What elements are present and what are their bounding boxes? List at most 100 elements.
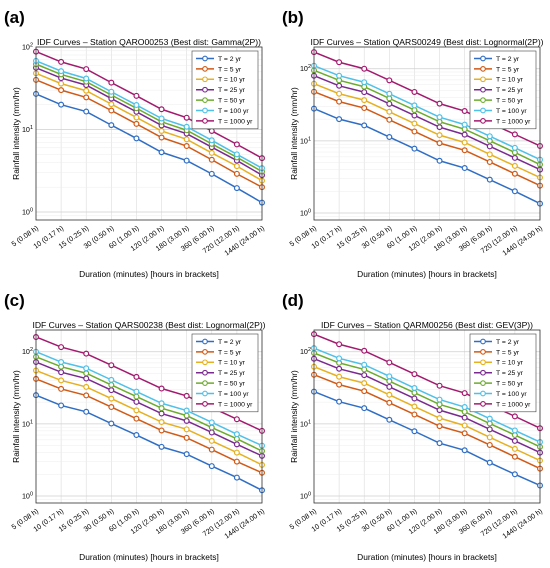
legend-label: T = 25 yr [218, 87, 246, 94]
data-point [411, 389, 418, 396]
legend-marker [480, 390, 486, 397]
legend-item: T = 1000 yr [196, 401, 253, 408]
data-point [361, 79, 368, 86]
data-point [336, 341, 343, 348]
data-point [158, 134, 165, 141]
legend-label: T = 1000 yr [496, 118, 531, 125]
data-point [83, 375, 90, 382]
data-point [233, 458, 240, 465]
series-line [313, 83, 541, 179]
data-point [208, 429, 215, 436]
data-point [386, 100, 393, 107]
series-line [313, 390, 541, 487]
data-point [233, 416, 240, 423]
data-point [83, 94, 90, 101]
chart-title: IDF Curves – Station QARM00256 (Best dis… [321, 320, 533, 330]
data-point [58, 385, 65, 392]
data-point [336, 72, 343, 79]
data-point [361, 347, 368, 354]
data-point [361, 97, 368, 104]
legend-marker [202, 369, 208, 376]
legend-item: T = 10 yr [474, 76, 524, 84]
data-point [108, 88, 115, 95]
data-point [386, 399, 393, 406]
data-point [108, 79, 115, 86]
series-line [35, 361, 263, 457]
data-point [386, 134, 393, 141]
series-line [35, 60, 263, 169]
series-line [35, 378, 263, 474]
data-point [58, 369, 65, 376]
y-tick-label: 100 [300, 209, 311, 218]
data-point [133, 432, 140, 439]
data-point [386, 359, 393, 366]
data-point [436, 415, 443, 422]
data-point [461, 408, 468, 415]
series-line [313, 69, 541, 166]
y-tick-label: 102 [300, 347, 311, 356]
y-tick-label: 101 [300, 419, 311, 428]
legend-marker [480, 118, 486, 124]
series-t1000yr [32, 333, 266, 434]
data-point [108, 420, 115, 427]
data-point [83, 408, 90, 415]
y-axis-label: Rainfall intensity (mm/hr) [11, 370, 21, 463]
data-point [83, 75, 90, 82]
data-point [461, 390, 468, 397]
x-axis-label: Duration (minutes) [hours in brackets] [79, 552, 219, 562]
data-point [133, 373, 140, 380]
series-line [313, 352, 541, 448]
data-point [436, 382, 443, 389]
data-point [208, 156, 215, 163]
legend-marker [202, 66, 208, 72]
data-point [158, 106, 165, 113]
legend-item: T = 100 yr [474, 390, 527, 398]
legend-label: T = 50 yr [496, 381, 524, 388]
panel-letter: (d) [282, 291, 304, 310]
data-point [386, 108, 393, 115]
data-point [486, 143, 493, 150]
legend-marker [202, 118, 208, 124]
series-line [35, 63, 263, 173]
data-point [158, 400, 165, 407]
data-point [386, 116, 393, 123]
data-point [208, 149, 215, 156]
legend-marker [480, 338, 486, 345]
legend-item: T = 2 yr [474, 338, 520, 346]
data-point [133, 92, 140, 99]
data-point [83, 108, 90, 115]
data-point [183, 407, 190, 414]
data-point [386, 373, 393, 380]
data-point [411, 128, 418, 135]
data-point [411, 120, 418, 127]
data-point [436, 407, 443, 414]
x-axis-label: Duration (minutes) [hours in brackets] [357, 552, 497, 562]
series-line [35, 336, 263, 432]
legend: T = 2 yr T = 5 yr T = 10 yr T = 25 yr T = 50… [191, 50, 259, 130]
axes-frame [313, 329, 541, 504]
series-t10yr [32, 367, 266, 468]
legend-label: T = 10 yr [496, 77, 524, 84]
legend-marker [202, 55, 208, 62]
legend-item: T = 5 yr [196, 66, 242, 73]
data-point [108, 381, 115, 388]
data-point [58, 101, 65, 108]
legend-marker [480, 97, 486, 103]
data-point [83, 87, 90, 94]
data-point [336, 116, 343, 123]
legend-item: T = 100 yr [196, 107, 249, 115]
legend-marker [480, 55, 486, 62]
legend: T = 2 yr T = 5 yr T = 10 yr T = 25 yr T = 50… [469, 333, 537, 413]
data-point [108, 404, 115, 411]
data-point [386, 391, 393, 398]
y-tick-label: 102 [22, 43, 33, 52]
data-point [461, 108, 468, 115]
data-point [208, 127, 215, 134]
legend-marker [480, 380, 486, 386]
legend-label: T = 25 yr [218, 370, 246, 377]
data-point [486, 176, 493, 183]
data-point [436, 440, 443, 447]
series-line [35, 356, 263, 452]
data-point [511, 188, 518, 195]
y-tick-label: 101 [300, 136, 311, 145]
